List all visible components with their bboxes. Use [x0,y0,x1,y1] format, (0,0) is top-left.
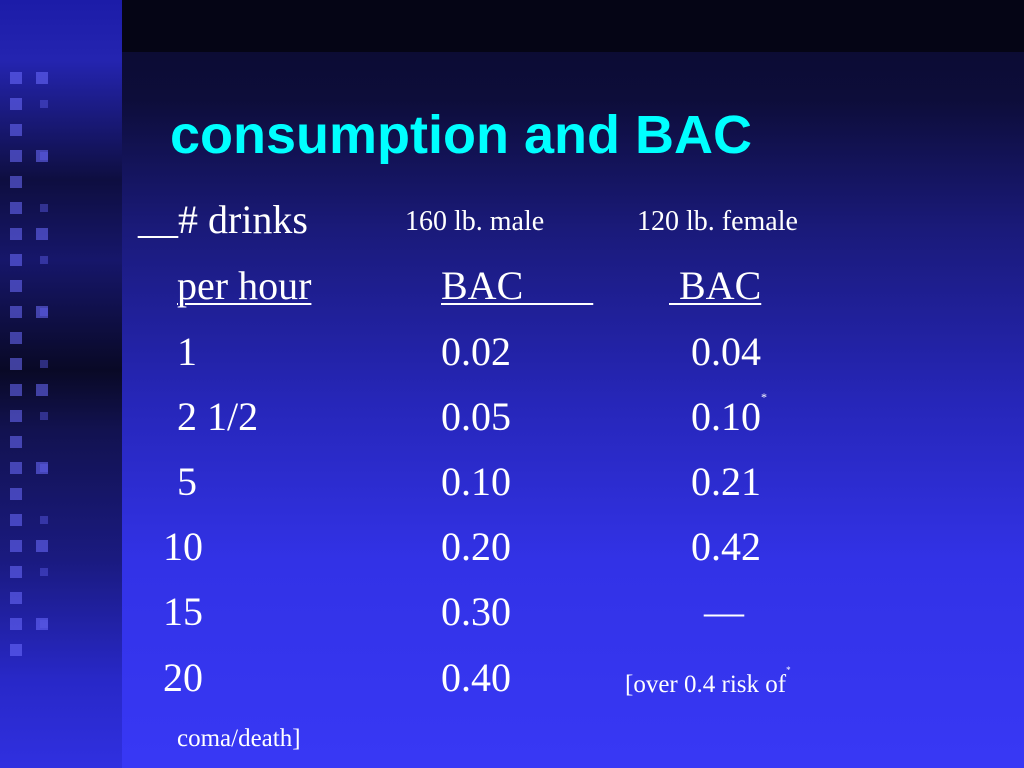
decorative-square [10,332,22,344]
decorative-square [36,306,48,318]
footnote-marker: * [761,390,767,404]
row-5-male-bac: 0.30 [441,589,511,634]
header-male: 160 lb. male [405,206,545,237]
decorative-square [10,254,22,266]
row-2-female-bac-value: 0.10 [691,394,761,439]
row-1-female-bac: 0.04 [691,329,761,374]
decorative-square [36,618,48,630]
decorative-square [10,592,22,604]
decorative-square [10,72,22,84]
header-female: 120 lb. female [637,206,798,237]
decorative-square [10,280,22,292]
decorative-square [40,256,48,264]
decorative-side-strip [0,0,122,768]
row-6-male-bac: 0.40 [441,655,511,700]
decorative-square [10,566,22,578]
decorative-square [40,308,48,316]
decorative-square [10,488,22,500]
decorative-square [10,124,22,136]
decorative-square [10,150,22,162]
row-3-female-bac: 0.21 [691,459,761,504]
subheader-female-bac: BAC [669,263,762,308]
decorative-square [36,384,48,396]
decorative-square [10,618,22,630]
row-4-male-bac: 0.20 [441,524,511,569]
decorative-square [10,410,22,422]
decorative-square [10,644,22,656]
row-4-drinks: 10 [163,524,203,569]
row-2-drinks: 2 1/2 [177,394,259,439]
row-2-male-bac: 0.05 [441,394,511,439]
decorative-square [36,540,48,552]
decorative-square [40,412,48,420]
row-1-male-bac: 0.02 [441,329,511,374]
decorative-square [10,540,22,552]
subheader-male-bac: BAC [441,263,594,308]
decorative-square [36,72,48,84]
decorative-top-band [122,0,1024,52]
row-1-drinks: 1 [177,329,197,374]
decorative-square [10,306,22,318]
decorative-square [10,98,22,110]
decorative-square [10,176,22,188]
row-4-female-bac: 0.42 [691,524,761,569]
row-3-male-bac: 0.10 [441,459,511,504]
risk-note-line-1: [over 0.4 risk of* [625,666,791,698]
row-5-drinks: 15 [163,589,203,634]
decorative-square [40,152,48,160]
decorative-square [10,202,22,214]
row-6-drinks: 20 [163,655,203,700]
decorative-square [40,620,48,628]
slide-title: consumption and BAC [170,105,752,165]
decorative-square [40,516,48,524]
subheader-per-hour: per hour [177,263,312,308]
row-5-female-bac: — [704,589,744,634]
decorative-square [36,228,48,240]
decorative-square [10,514,22,526]
row-2-female-bac: 0.10* [691,391,767,439]
risk-note-text: [over 0.4 risk of [625,671,787,698]
decorative-square [36,150,48,162]
header-drinks: __# drinks [138,197,308,242]
decorative-square [40,360,48,368]
risk-note-marker: * [786,665,791,675]
decorative-square [40,100,48,108]
row-3-drinks: 5 [177,459,197,504]
decorative-square [40,204,48,212]
decorative-square [10,436,22,448]
decorative-square [10,462,22,474]
decorative-square [36,462,48,474]
decorative-square [40,568,48,576]
decorative-square [10,358,22,370]
decorative-square [10,228,22,240]
decorative-square [40,464,48,472]
risk-note-line-2: coma/death] [177,725,301,752]
decorative-square [10,384,22,396]
